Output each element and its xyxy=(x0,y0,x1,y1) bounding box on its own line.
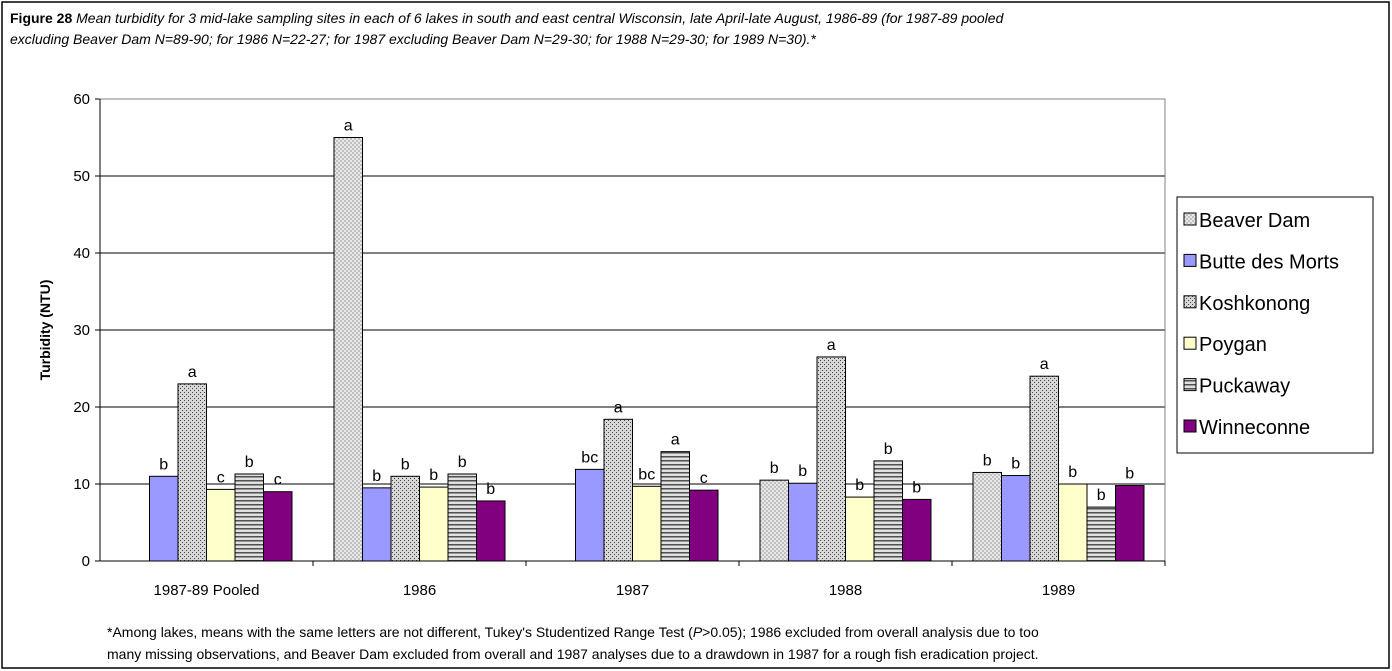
significance-letter: b xyxy=(458,454,467,471)
bar xyxy=(447,473,477,562)
bar xyxy=(206,488,236,562)
y-tick-label: 40 xyxy=(73,245,90,262)
x-tick-label: 1988 xyxy=(829,582,862,599)
x-tick-label: 1987 xyxy=(616,582,649,599)
bar xyxy=(362,487,392,562)
significance-letter: bc xyxy=(581,449,598,466)
bar xyxy=(632,485,662,562)
bar xyxy=(1029,375,1059,562)
significance-letter: b xyxy=(401,456,410,473)
footnote: *Among lakes, means with the same letter… xyxy=(107,624,1039,640)
significance-letter: b xyxy=(1011,456,1020,473)
y-axis-title: Turbidity (NTU) xyxy=(37,280,53,381)
bar xyxy=(689,489,719,562)
significance-letter: b xyxy=(1068,464,1077,481)
bar xyxy=(234,473,264,562)
bar xyxy=(476,500,506,562)
bar xyxy=(419,486,449,562)
bar xyxy=(177,383,207,562)
legend-label: Winneconne xyxy=(1199,417,1310,439)
bar xyxy=(816,356,846,562)
bar xyxy=(972,471,1002,562)
y-tick-label: 30 xyxy=(73,322,90,339)
bar xyxy=(1115,485,1145,562)
significance-letter: c xyxy=(274,472,282,489)
bar xyxy=(149,475,179,562)
significance-letter: b xyxy=(770,460,779,477)
legend-label: Puckaway xyxy=(1199,376,1290,398)
significance-letter: a xyxy=(614,399,623,416)
significance-letter: a xyxy=(827,337,836,354)
legend-swatch xyxy=(1183,212,1197,226)
significance-letter: b xyxy=(159,456,168,473)
significance-letter: c xyxy=(700,470,708,487)
y-tick-label: 0 xyxy=(82,553,90,570)
significance-letter: b xyxy=(912,479,921,496)
footnote-part: >0.05); 1986 excluded from overall analy… xyxy=(702,624,1039,640)
bar xyxy=(575,468,605,562)
y-tick-label: 20 xyxy=(73,399,90,416)
x-tick-label: 1989 xyxy=(1042,582,1075,599)
bar xyxy=(1001,475,1031,562)
y-tick-label: 60 xyxy=(73,91,90,108)
figure-label: Figure 28 xyxy=(10,10,72,26)
significance-letter: b xyxy=(855,477,864,494)
legend-swatch xyxy=(1183,336,1197,350)
significance-letter: a xyxy=(188,364,197,381)
significance-letter: b xyxy=(1097,487,1106,504)
title-line: Mean turbidity for 3 mid-lake sampling s… xyxy=(76,10,1004,26)
footnote-part: P xyxy=(693,624,703,640)
footnote-part: *Among lakes, means with the same letter… xyxy=(107,624,693,640)
significance-letter: a xyxy=(1040,356,1049,373)
legend-swatch xyxy=(1183,378,1197,392)
y-tick-label: 50 xyxy=(73,168,90,185)
legend-label: Butte des Morts xyxy=(1199,251,1339,273)
significance-letter: b xyxy=(372,468,381,485)
chart-title: Figure 28 Mean turbidity for 3 mid-lake … xyxy=(10,10,1005,26)
legend-swatch xyxy=(1183,253,1197,267)
significance-letter: b xyxy=(429,467,438,484)
bar xyxy=(873,460,903,562)
bar xyxy=(333,137,363,562)
legend-swatch xyxy=(1183,295,1197,309)
bar xyxy=(1058,483,1088,562)
bar xyxy=(660,451,690,562)
bar xyxy=(788,482,818,562)
significance-letter: b xyxy=(798,463,807,480)
bar xyxy=(902,498,932,562)
legend-label: Poygan xyxy=(1199,334,1267,356)
significance-letter: b xyxy=(1125,466,1134,483)
x-tick-label: 1987-89 Pooled xyxy=(154,582,260,599)
y-tick-label: 10 xyxy=(73,476,90,493)
significance-letter: b xyxy=(884,441,893,458)
title-line: excluding Beaver Dam N=89-90; for 1986 N… xyxy=(10,31,816,47)
footnote: many missing observations, and Beaver Da… xyxy=(107,646,1039,662)
legend-label: Beaver Dam xyxy=(1199,210,1310,232)
significance-letter: bc xyxy=(638,466,655,483)
significance-letter: b xyxy=(245,454,254,471)
bar xyxy=(845,496,875,562)
significance-letter: a xyxy=(671,432,680,449)
significance-letter: a xyxy=(344,118,353,135)
significance-letter: c xyxy=(217,469,225,486)
legend-swatch xyxy=(1183,419,1197,433)
bar xyxy=(390,475,420,562)
bar xyxy=(603,418,633,562)
bar xyxy=(1086,506,1116,562)
significance-letter: b xyxy=(983,452,992,469)
bar xyxy=(759,479,789,562)
x-tick-label: 1986 xyxy=(403,582,436,599)
significance-letter: b xyxy=(486,481,495,498)
bar xyxy=(263,491,293,562)
legend-label: Koshkonong xyxy=(1199,293,1310,315)
legend-box xyxy=(1176,196,1374,454)
